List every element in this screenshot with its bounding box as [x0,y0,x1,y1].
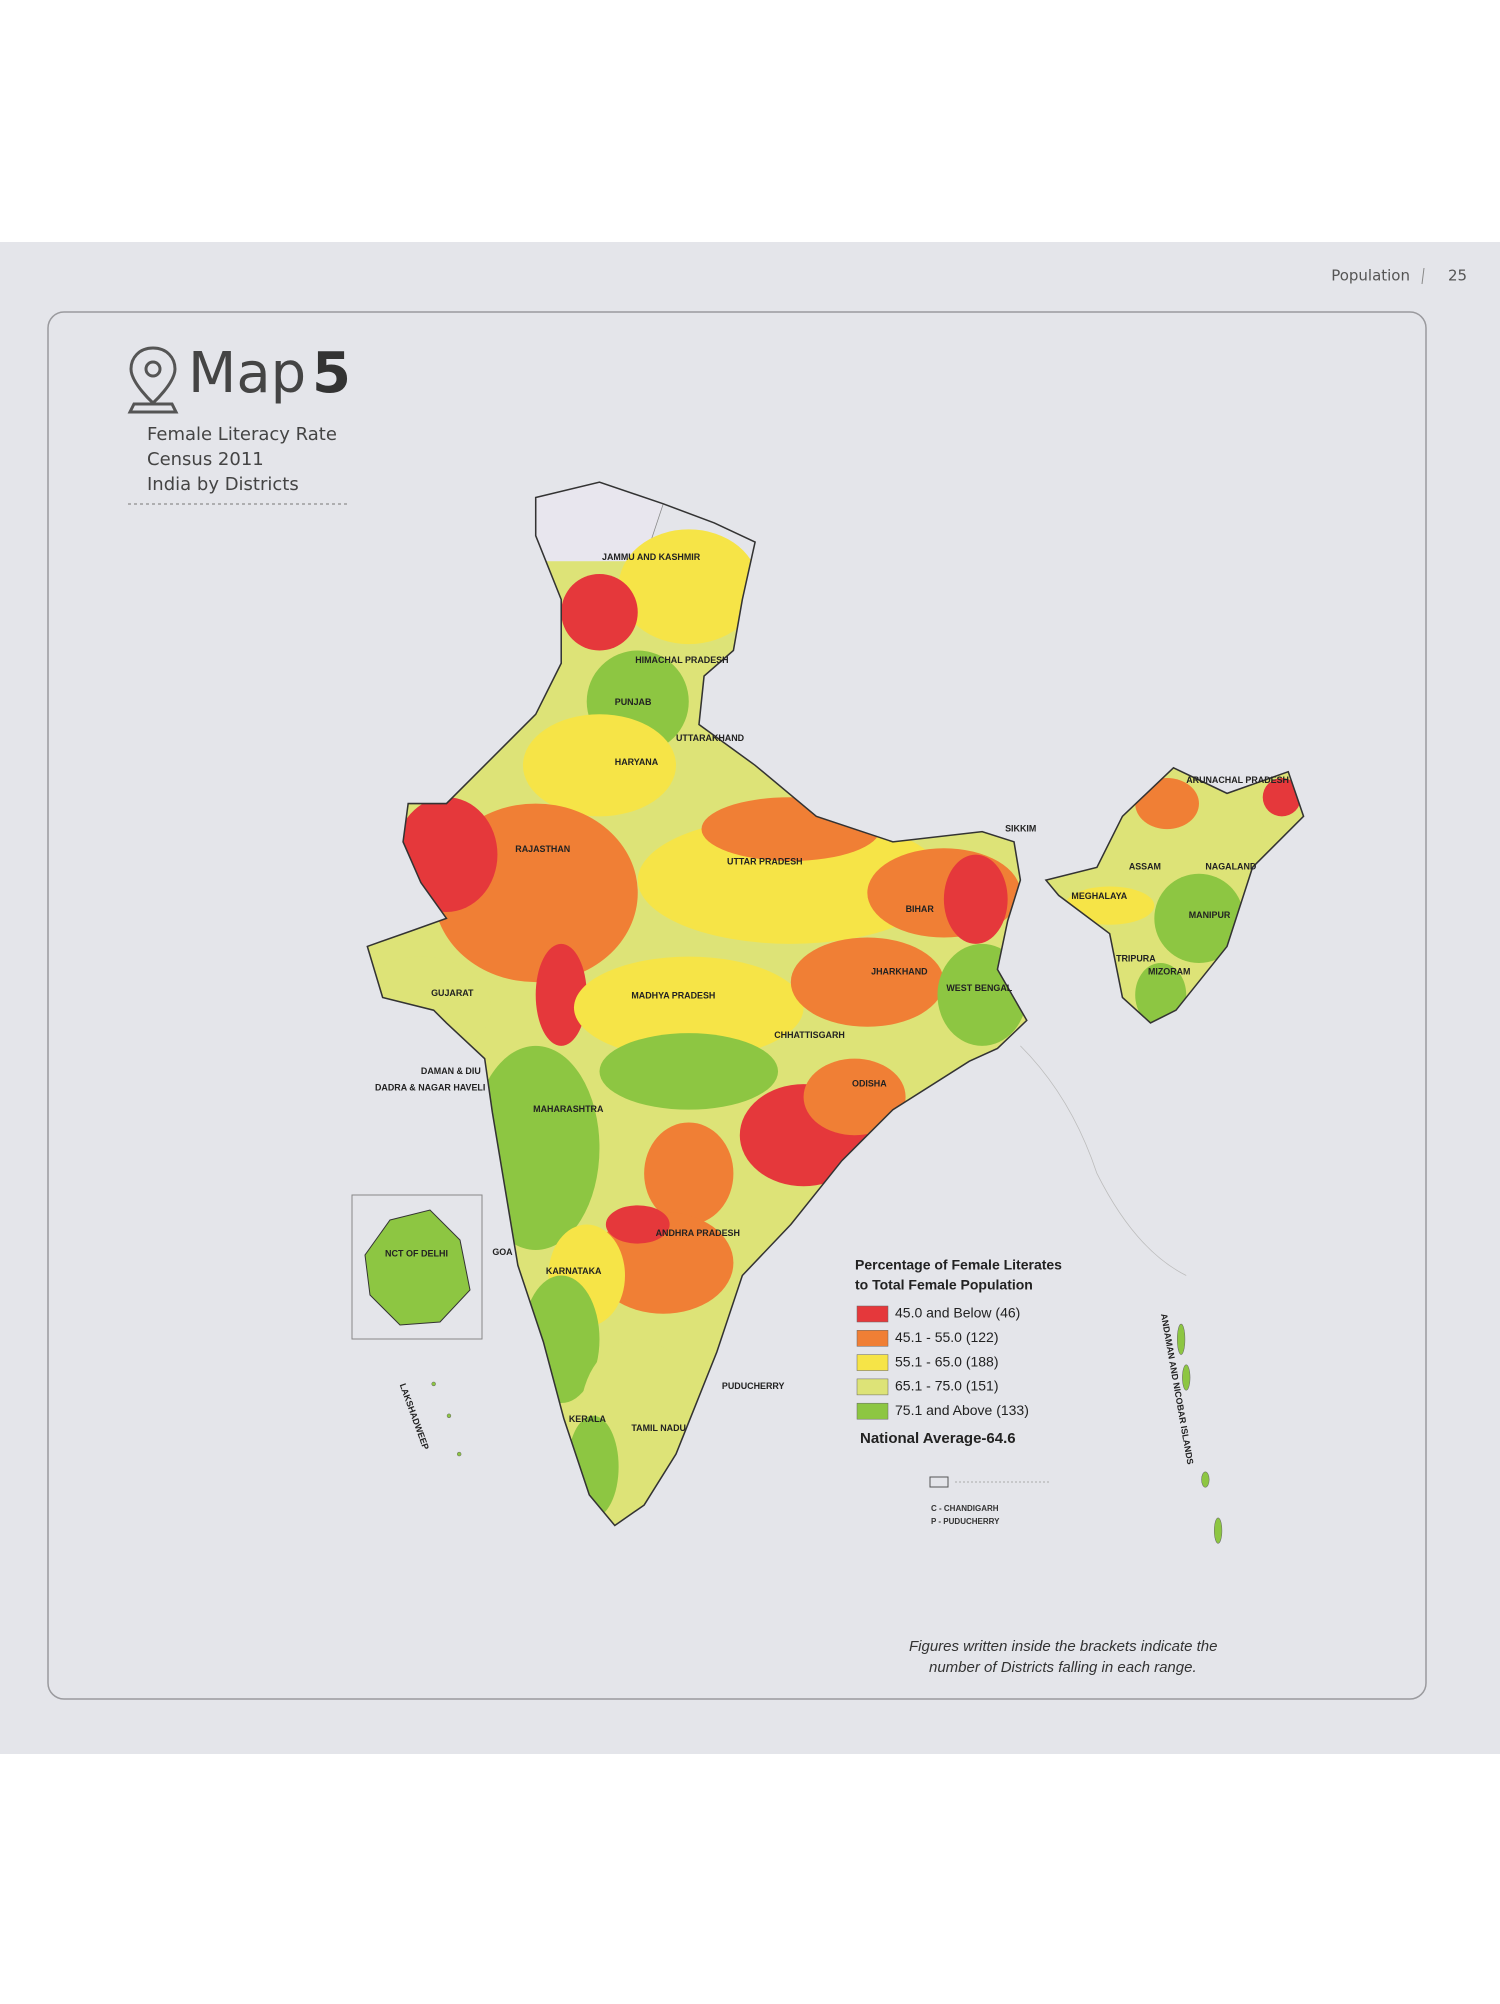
legend-label: 65.1 - 75.0 (151) [895,1378,999,1394]
region-fill [535,943,587,1046]
legend-swatch [856,1402,889,1420]
region-fill [1154,873,1244,964]
subtitle: India by Districts [147,474,299,495]
region-fill [561,573,638,651]
header-divider [1421,267,1425,285]
header-section: Population [1331,267,1410,285]
state-label: MANIPUR [1189,910,1231,920]
state-label: MADHYA PRADESH [631,991,715,1001]
legend-swatch [856,1378,889,1396]
state-label: RAJASTHAN [515,844,570,854]
key-box [929,1476,949,1488]
state-label: HARYANA [615,757,659,767]
state-label: PUNJAB [615,697,652,707]
state-label: KERALA [569,1414,607,1424]
state-label: TRIPURA [1116,954,1156,964]
key-item: C - CHANDIGARH [931,1504,999,1513]
state-label: MEGHALAYA [1071,891,1127,901]
state-label: UTTARAKHAND [676,733,745,743]
state-label: UTTAR PRADESH [727,857,803,867]
state-label: DADRA & NAGAR HAVELI [375,1082,485,1092]
title-prefix: Map [188,341,306,406]
state-label: DAMAN & DIU [421,1066,481,1076]
state-label: MIZORAM [1148,966,1191,976]
region-fill [644,1122,734,1225]
region-fill [1065,886,1155,925]
state-label: GOA [492,1247,513,1257]
key-item: P - PUDUCHERRY [931,1517,1000,1526]
legend-title: Percentage of Female Literates [855,1257,1062,1273]
coast-outline [1020,1045,1187,1276]
title-number: 5 [312,341,351,406]
legend-label: 45.1 - 55.0 (122) [895,1329,999,1345]
region-fill [522,714,677,817]
legend-swatch [856,1330,889,1347]
legend-label: 75.1 and Above (133) [895,1402,1029,1418]
legend-label: 45.0 and Below (46) [895,1305,1020,1321]
state-label: TAMIL NADU [631,1423,686,1433]
subtitle: Female Literacy Rate [147,424,337,445]
state-label: ARUNACHAL PRADESH [1186,775,1289,785]
state-label: CHHATTISGARH [774,1030,845,1040]
header-page: 25 [1448,267,1467,285]
legend-swatch [856,1354,889,1371]
state-label: ANDHRA PRADESH [656,1228,740,1238]
legend-title: to Total Female Population [855,1277,1033,1293]
state-label: MAHARASHTRA [533,1104,604,1114]
state-label: ODISHA [852,1079,887,1089]
region-fill [790,937,944,1027]
footnote: number of Districts falling in each rang… [929,1659,1197,1676]
region-fill [943,854,1008,944]
inset-label: NCT OF DELHI [385,1248,448,1258]
state-label: GUJARAT [431,988,474,998]
state-label: SIKKIM [1005,823,1036,833]
legend-label: 55.1 - 65.0 (188) [895,1353,999,1369]
state-label: ASSAM [1129,862,1161,872]
state-label: HIMACHAL PRADESH [635,655,728,665]
region-fill [618,529,759,645]
inset-box [351,1194,483,1340]
region-fill [1135,778,1199,830]
legend-swatch [856,1305,889,1323]
frame [47,311,1427,1700]
state-label: WEST BENGAL [946,983,1012,993]
state-label: PUDUCHERRY [722,1381,785,1391]
region-fill [605,1205,670,1244]
subtitle: Census 2011 [147,449,264,470]
state-label: NAGALAND [1205,862,1257,872]
region-fill [1262,778,1302,817]
state-label: KARNATAKA [546,1266,602,1276]
national-average: National Average-64.6 [860,1430,1016,1447]
footnote: Figures written inside the brackets indi… [909,1638,1218,1655]
region-fill [573,956,804,1059]
region-fill [637,816,944,944]
region-fill [599,1033,779,1110]
legend: 45.0 and Below (46) 45.1 - 55.0 (122) 55.1… [856,1305,1029,1420]
state-label: JAMMU AND KASHMIR [602,552,701,562]
state-label: BIHAR [906,904,935,914]
islands [431,1323,1223,1544]
delhi-shape [364,1209,471,1326]
region-fill [803,1058,906,1136]
pin-icon [127,346,179,414]
state-label: JHARKHAND [871,966,928,976]
